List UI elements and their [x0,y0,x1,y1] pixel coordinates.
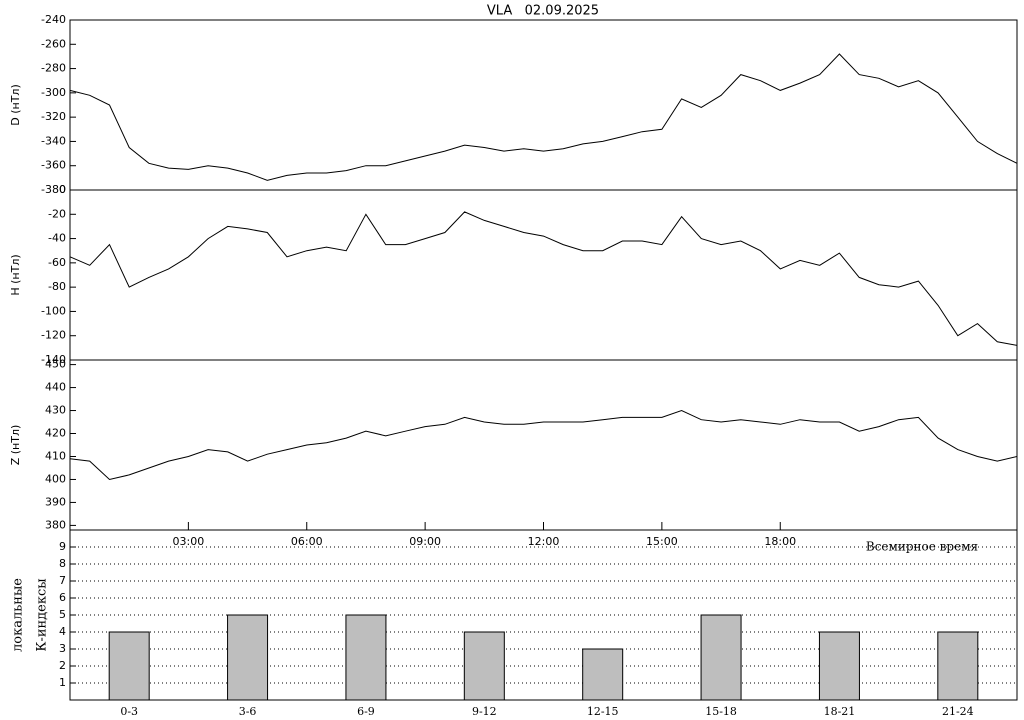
y-tick-label: 6 [59,591,66,604]
bar [227,614,269,701]
y-tick-label: -120 [41,329,66,342]
x-tick-label: 12-15 [587,705,619,718]
y-tick-label: 450 [45,358,66,371]
x-tick-label: 21-24 [942,705,974,718]
x-tick-label: 03:00 [173,535,205,548]
y-axis-label: локальные [11,578,26,652]
y-tick-label: -280 [41,62,66,75]
y-tick-label: 4 [59,625,66,638]
y-tick-label: 7 [59,574,66,587]
y-tick-label: -320 [41,110,66,123]
x-tick-label: 09:00 [409,535,441,548]
y-tick-label: -360 [41,159,66,172]
y-tick-label: -260 [41,37,66,50]
x-tick-label: 15-18 [705,705,737,718]
y-tick-label: 390 [45,495,66,508]
y-tick-label: -340 [41,134,66,147]
y-tick-label: -140 [41,353,66,366]
x-tick-label: 12:00 [528,535,560,548]
bar [582,648,624,701]
y-tick-label: 400 [45,472,66,485]
x-tick-label: 9-12 [472,705,497,718]
bar [463,631,505,701]
data-line [69,409,1018,481]
y-tick-label: -40 [48,232,66,245]
x-tick-label: 0-3 [120,705,138,718]
y-tick-label: -240 [41,13,66,26]
y-tick-label: 9 [59,540,66,553]
x-tick-label: 3-6 [239,705,257,718]
x-tick-label: 15:00 [646,535,678,548]
y-tick-label: 0 [59,183,66,196]
y-tick-label: -100 [41,304,66,317]
y-axis-label: D (нТл) [9,84,22,126]
y-tick-label: 5 [59,608,66,621]
y-tick-label: 1 [59,676,66,689]
y-tick-label: -20 [48,207,66,220]
y-tick-label: 440 [45,381,66,394]
chart-title: VLA 02.09.2025 [487,4,599,19]
y-tick-label: 420 [45,427,66,440]
plot-frame [69,529,1018,701]
y-axis-label: H (нТл) [9,254,22,295]
x-tick-label: 06:00 [291,535,323,548]
y-tick-label: -300 [41,86,66,99]
bar [700,614,742,701]
y-axis-label: К-индексы [35,578,50,651]
bar [345,614,387,701]
y-tick-label: 8 [59,557,66,570]
y-tick-label: -380 [41,183,66,196]
y-tick-label: 410 [45,449,66,462]
y-tick-label: 380 [45,518,66,531]
y-tick-label: -80 [48,280,66,293]
x-tick-label: 18-21 [824,705,856,718]
bar [937,631,979,701]
data-line [69,211,1018,346]
x-tick-label: 6-9 [357,705,375,718]
data-line [69,53,1018,181]
bar [108,631,150,701]
y-tick-label: 3 [59,642,66,655]
y-tick-label: 2 [59,659,66,672]
y-axis-label: Z (нТл) [9,425,22,466]
y-tick-label: 430 [45,404,66,417]
bar [818,631,860,701]
y-tick-label: -60 [48,256,66,269]
x-tick-label: 18:00 [764,535,796,548]
